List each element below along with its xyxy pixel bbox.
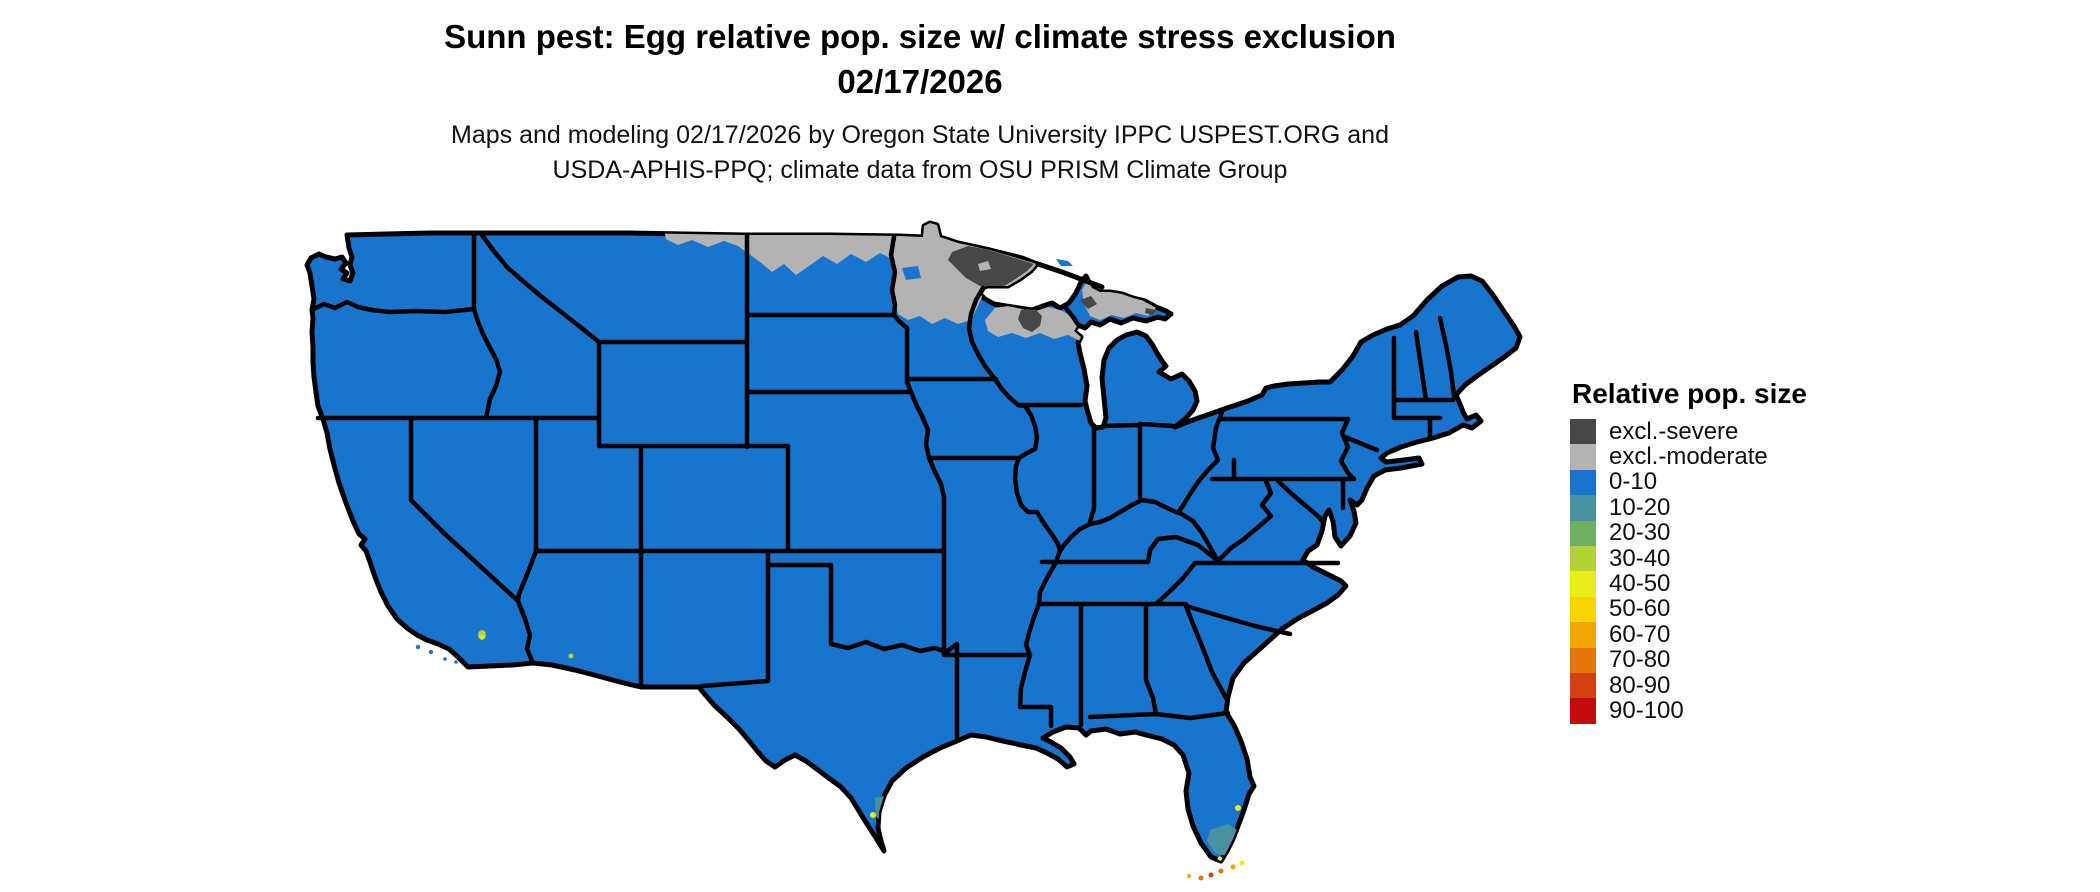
page-title: Sunn pest: Egg relative pop. size w/ cli… xyxy=(444,18,1396,55)
legend-item-label: 40-50 xyxy=(1609,570,1671,598)
map-date: 02/17/2026 xyxy=(837,63,1003,100)
legend-item: 70-80 xyxy=(1570,646,1807,674)
subtitle-block: Maps and modeling 02/17/2026 by Oregon S… xyxy=(0,118,1840,188)
us-map xyxy=(304,220,1523,881)
legend-swatch xyxy=(1570,520,1596,546)
legend-item-label: 10-20 xyxy=(1609,493,1671,521)
legend-item-label: 70-80 xyxy=(1609,646,1671,674)
legend-item: 60-70 xyxy=(1570,620,1807,648)
title-block: Sunn pest: Egg relative pop. size w/ cli… xyxy=(0,14,1840,104)
legend-item-label: excl.-moderate xyxy=(1609,443,1768,471)
legend-swatch xyxy=(1570,596,1596,623)
legend-item: 80-90 xyxy=(1570,671,1807,699)
legend-item-label: 20-30 xyxy=(1609,519,1671,547)
legend-item: 50-60 xyxy=(1570,595,1807,623)
legend-item: 30-40 xyxy=(1570,544,1807,572)
legend-item: 10-20 xyxy=(1570,493,1807,521)
legend-item: 0-10 xyxy=(1570,468,1807,496)
legend-swatch xyxy=(1570,545,1596,572)
hotspot-arizona xyxy=(568,653,574,659)
attribution-line-2: USDA-APHIS-PPQ; climate data from OSU PR… xyxy=(552,156,1288,184)
canada-border-line xyxy=(1035,261,1105,290)
legend-item-label: 80-90 xyxy=(1609,671,1671,699)
state-borders xyxy=(309,231,1457,744)
legend-item-label: 60-70 xyxy=(1609,620,1671,648)
legend-swatch xyxy=(1570,495,1596,521)
legend-title: Relative pop. size xyxy=(1572,378,1807,409)
channel-islands xyxy=(415,644,458,664)
legend-items: excl.-severe excl.-moderate 0-10 10-20 20-30… xyxy=(1570,417,1807,724)
legend-item: excl.-moderate xyxy=(1570,443,1807,471)
hotspot-southern-california xyxy=(478,630,486,640)
hotspot-florida-keys xyxy=(1187,860,1245,881)
legend-item-label: 50-60 xyxy=(1609,595,1671,623)
legend-swatch xyxy=(1570,622,1596,648)
legend-item-label: 0-10 xyxy=(1609,468,1658,496)
attribution-line-1: Maps and modeling 02/17/2026 by Oregon S… xyxy=(451,121,1389,149)
exclusion-severe-overlay xyxy=(948,246,1156,332)
legend-swatch xyxy=(1570,571,1596,597)
legend-item: 40-50 xyxy=(1570,570,1807,598)
legend-item: excl.-severe xyxy=(1570,417,1807,445)
legend-swatch xyxy=(1570,698,1596,724)
isle-royale xyxy=(1056,259,1073,266)
legend-item-label: excl.-severe xyxy=(1609,417,1739,445)
legend-item: 20-30 xyxy=(1570,519,1807,547)
legend-swatch xyxy=(1570,672,1596,699)
legend-swatch xyxy=(1570,469,1596,496)
us-outline xyxy=(304,220,1523,864)
legend-item-label: 30-40 xyxy=(1609,544,1671,572)
legend-swatch xyxy=(1570,419,1596,445)
legend-swatch xyxy=(1570,647,1596,673)
legend-item: 90-100 xyxy=(1570,697,1807,724)
legend: Relative pop. size excl.-severe excl.-mod… xyxy=(1570,378,1807,724)
legend-swatch xyxy=(1570,444,1596,470)
legend-item-label: 90-100 xyxy=(1609,697,1684,724)
